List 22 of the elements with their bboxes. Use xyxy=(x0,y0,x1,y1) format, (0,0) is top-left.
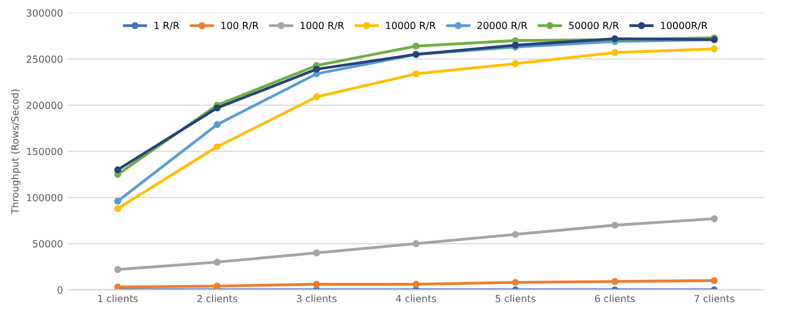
x-tick-label: 1 clients xyxy=(98,294,138,302)
x-tick-label: 5 clients xyxy=(496,294,536,302)
y-axis-title: Throughput (Rows/Secod) xyxy=(11,90,20,214)
x-tick-label: 3 clients xyxy=(296,294,337,302)
legend-label: 10000R/R xyxy=(661,22,708,30)
x-tick-label: 6 clients xyxy=(595,294,635,302)
y-tick-label: 50000 xyxy=(32,240,62,248)
legend-label: 1 R/R xyxy=(154,22,180,30)
y-tick-label: 200000 xyxy=(26,102,62,110)
y-tick-label: 150000 xyxy=(27,148,62,156)
y-tick-label: 250000 xyxy=(26,56,62,63)
legend-label: 20000 R/R xyxy=(477,22,528,30)
x-tick-label: 2 clients xyxy=(197,294,238,302)
x-tick-label: 7 clients xyxy=(694,294,734,302)
legend-label: 1000 R/R xyxy=(300,22,344,30)
legend-label: 10000 R/R xyxy=(386,22,436,30)
y-tick-label: 300000 xyxy=(26,9,62,17)
x-tick-label: 4 clients xyxy=(396,294,436,302)
y-tick-label: 0 xyxy=(58,286,62,294)
y-tick-label: 100000 xyxy=(27,194,62,202)
legend-label: 100 R/R xyxy=(221,22,259,30)
legend-label: 50000 R/R xyxy=(569,22,619,30)
